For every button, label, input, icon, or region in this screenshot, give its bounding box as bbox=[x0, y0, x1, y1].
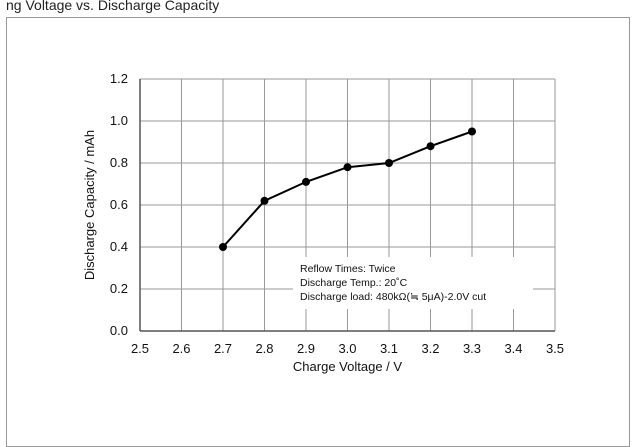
y-tick-label: 0.4 bbox=[110, 239, 128, 254]
x-tick-label: 2.5 bbox=[131, 341, 149, 356]
x-tick-label: 3.0 bbox=[338, 341, 356, 356]
y-tick-label: 1.0 bbox=[110, 113, 128, 128]
data-point bbox=[302, 177, 310, 186]
annotation-text: Reflow Times: Twice Discharge Temp.: 20˚C… bbox=[300, 263, 486, 303]
x-tick-label: 2.6 bbox=[172, 341, 190, 356]
top-caption: ng Voltage vs. Discharge Capacity bbox=[6, 0, 220, 13]
data-point bbox=[385, 159, 393, 167]
grid-lines bbox=[139, 78, 556, 332]
y-tick-label: 1.2 bbox=[110, 71, 128, 86]
data-points bbox=[219, 127, 476, 251]
y-tick-label: 0.2 bbox=[110, 281, 128, 296]
data-point bbox=[468, 127, 476, 136]
data-point bbox=[219, 243, 227, 251]
x-tick-label: 3.2 bbox=[421, 341, 439, 356]
data-point bbox=[426, 142, 435, 151]
x-tick-label: 2.9 bbox=[297, 341, 315, 356]
data-point bbox=[260, 196, 269, 205]
x-axis-label: Charge Voltage / V bbox=[293, 359, 402, 374]
x-tick-label: 3.3 bbox=[463, 341, 481, 356]
capacity-chart: 2.5 2.6 2.7 2.8 2.9 3.0 3.1 3.2 3.3 3.4 3.5 0.0 0.2… bbox=[82, 71, 564, 374]
annotation-line: Discharge load: 480kΩ(≒ 5μA)-2.0V cut bbox=[300, 291, 486, 303]
x-tick-label: 2.7 bbox=[214, 341, 232, 356]
y-tick-label: 0.0 bbox=[110, 323, 128, 338]
y-axis-label: Discharge Capacity / mAh bbox=[82, 130, 97, 280]
data-point bbox=[343, 163, 352, 172]
x-tick-label: 2.8 bbox=[255, 341, 273, 356]
x-tick-label: 3.4 bbox=[504, 341, 522, 356]
x-tick-labels: 2.5 2.6 2.7 2.8 2.9 3.0 3.1 3.2 3.3 3.4 3.5 bbox=[131, 341, 564, 356]
annotation-box bbox=[293, 257, 533, 309]
y-tick-labels: 0.0 0.2 0.4 0.6 0.8 1.0 1.2 bbox=[110, 71, 128, 338]
x-tick-label: 3.5 bbox=[546, 341, 564, 356]
x-tick-label: 3.1 bbox=[380, 341, 398, 356]
y-tick-label: 0.6 bbox=[110, 197, 128, 212]
annotation-line: Reflow Times: Twice bbox=[300, 263, 396, 275]
y-tick-label: 0.8 bbox=[110, 155, 128, 170]
annotation-line: Discharge Temp.: 20˚C bbox=[300, 277, 408, 289]
